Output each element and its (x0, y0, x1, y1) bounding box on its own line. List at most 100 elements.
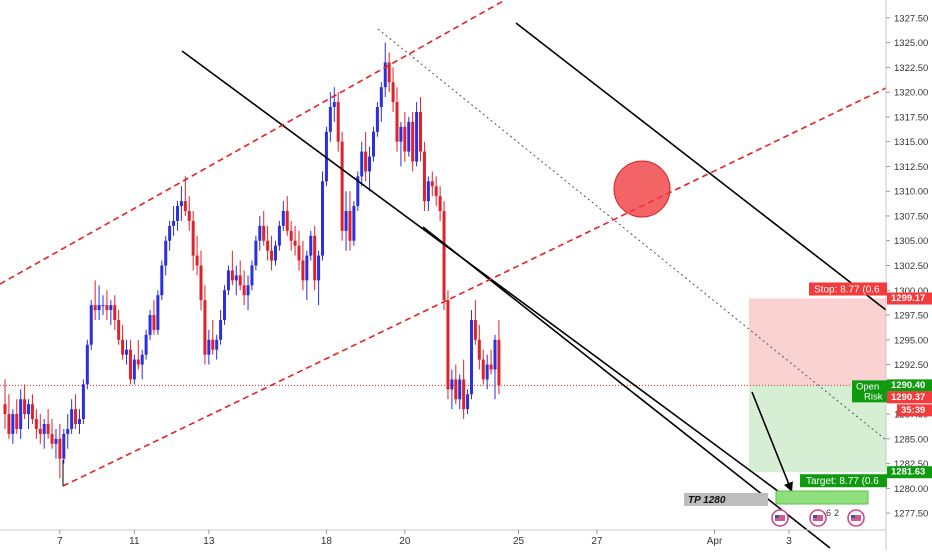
event-flag-canton (851, 515, 855, 518)
y-tick-label: 1300.00 (894, 286, 928, 297)
y-tick-label: 1310.00 (894, 187, 928, 198)
current-price-tag: 1290.37 (891, 392, 925, 403)
candle-body (473, 319, 477, 340)
candle-body (446, 300, 450, 390)
candle-body (285, 211, 289, 231)
channel-midline (377, 28, 887, 441)
candle-body (270, 250, 274, 261)
candle-body (125, 349, 129, 355)
candle-body (11, 414, 15, 434)
candle-body (38, 428, 42, 434)
candle-body (391, 82, 395, 103)
candle-body (81, 384, 85, 420)
target-tag-box (800, 474, 887, 488)
candle-body (226, 270, 230, 291)
candle-body (156, 295, 160, 330)
candle-body (387, 62, 391, 83)
candle-body (246, 285, 250, 296)
candle-body (344, 211, 348, 231)
candle-body (27, 404, 31, 415)
candle-body (207, 339, 211, 355)
candle-body (7, 414, 11, 434)
candle-body (375, 107, 379, 132)
open-price-tag-box (887, 379, 932, 392)
candle-body (371, 131, 375, 157)
event-count: 6 (826, 508, 831, 518)
open-price-tag: 1290.40 (891, 380, 925, 391)
highlight-circle (613, 160, 671, 218)
event-count-2: 2 (834, 508, 839, 518)
candle-body (50, 433, 54, 444)
candle-body (360, 151, 364, 177)
candle-body (422, 151, 426, 202)
candle-body (62, 433, 66, 459)
candle-body (132, 359, 136, 380)
candle-body (336, 102, 340, 142)
candle-body (399, 126, 403, 142)
candle-body (117, 319, 121, 340)
x-tick-label: 27 (591, 536, 603, 547)
candle-body (442, 211, 446, 301)
candle-body (74, 409, 78, 424)
candle-body (136, 359, 140, 365)
y-tick-label: 1307.50 (894, 211, 928, 222)
candle-body (426, 181, 430, 202)
candle-body (223, 290, 227, 320)
candle-body (3, 404, 7, 415)
tp-label: TP 1280 (688, 495, 726, 506)
candle-body (254, 240, 258, 266)
candle-body (164, 240, 168, 266)
candle-body (297, 245, 301, 261)
y-tick-label: 1315.00 (894, 137, 928, 148)
candle-body (128, 349, 132, 380)
candle-body (301, 260, 305, 281)
x-tick-label: 20 (399, 536, 411, 547)
candle-body (77, 419, 81, 424)
stop-tag-box (809, 282, 887, 296)
candle-body (109, 305, 113, 311)
candle-body (199, 265, 203, 301)
candle-body (66, 428, 70, 434)
candle-body (144, 334, 148, 355)
candle-body (289, 230, 293, 241)
candle-body (317, 255, 321, 281)
candle-body (93, 305, 97, 311)
candle-body (58, 438, 62, 459)
candle-body (46, 423, 50, 434)
candles-layer (3, 42, 501, 479)
steep-channel-upper-line (515, 22, 887, 311)
candle-body (273, 245, 277, 261)
tp-label-box (684, 493, 768, 506)
y-tick-label: 1297.50 (894, 311, 928, 322)
event-flag-stripe (851, 515, 861, 521)
candle-body (19, 399, 23, 429)
candle-body (489, 364, 493, 370)
candle-body (89, 305, 93, 345)
candle-body (23, 399, 27, 415)
target-price-tag: 1281.63 (891, 467, 925, 478)
y-tick-label: 1305.00 (894, 236, 928, 247)
candle-body (309, 235, 313, 256)
x-tick-label: 18 (321, 536, 333, 547)
candle-body (328, 107, 332, 132)
candle-body (481, 359, 485, 380)
candle-body (203, 300, 207, 355)
candle-body (234, 275, 238, 281)
candle-body (466, 394, 470, 410)
candle-body (266, 240, 270, 251)
candle-body (383, 62, 387, 88)
candle-body (364, 151, 368, 172)
candle-body (191, 220, 195, 256)
falling-channel-upper-line (181, 50, 791, 501)
x-axis: 7 11 13 18 20 25 27 Apr 3 (0, 529, 886, 547)
risk-label: Risk (864, 391, 883, 402)
open-label: Open (856, 381, 879, 392)
candle-body (187, 211, 191, 221)
candle-body (379, 87, 383, 108)
countdown-tag-box (897, 404, 932, 417)
y-tick-label: 1285.00 (894, 434, 928, 445)
candle-body (168, 225, 172, 241)
candle-body (407, 121, 411, 152)
